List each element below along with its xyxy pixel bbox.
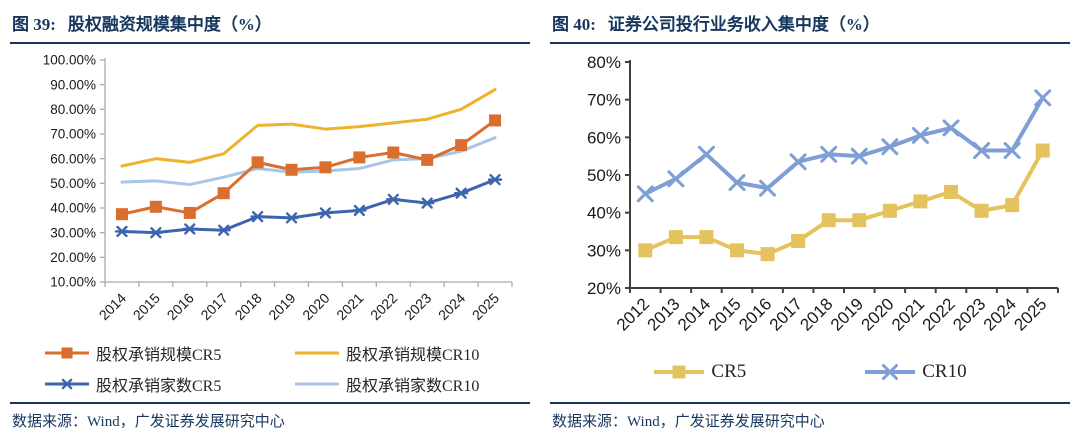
legend-item: 股权承销规模CR5 [44, 341, 294, 365]
svg-text:2014: 2014 [96, 290, 129, 323]
legend-swatch-none [295, 351, 339, 355]
svg-text:10.00%: 10.00% [50, 275, 96, 290]
legend-label: CR10 [922, 361, 967, 382]
svg-text:2024: 2024 [980, 294, 1020, 334]
figure-39-source: 数据来源：Wind，广发证券发展研究中心 [10, 402, 530, 439]
svg-text:100.00%: 100.00% [43, 53, 96, 68]
svg-text:50.00%: 50.00% [50, 176, 96, 191]
svg-text:30.00%: 30.00% [50, 225, 96, 240]
legend-item: 股权承销家数CR10 [294, 372, 544, 396]
svg-text:2013: 2013 [644, 294, 684, 334]
svg-text:2018: 2018 [796, 294, 836, 334]
svg-text:2015: 2015 [130, 290, 163, 323]
svg-text:2017: 2017 [197, 290, 230, 323]
legend-swatch-square [654, 365, 705, 379]
figure-40-legend: CR5 CR10 [550, 361, 1070, 383]
svg-text:2024: 2024 [435, 290, 468, 323]
legend-label: CR5 [711, 361, 747, 382]
svg-text:2022: 2022 [919, 294, 959, 334]
legend-item: 股权承销规模CR10 [294, 341, 544, 365]
figure-39-plot: 10.00% 20.00% 30.00% 40.00% 50.00% 60.00% 70.0… [43, 53, 513, 323]
svg-text:80%: 80% [587, 53, 621, 72]
svg-text:2015: 2015 [705, 294, 745, 334]
svg-text:2017: 2017 [766, 294, 806, 334]
svg-text:2014: 2014 [674, 294, 714, 334]
figure-40-source: 数据来源：Wind，广发证券发展研究中心 [550, 402, 1070, 439]
svg-text:2023: 2023 [949, 294, 989, 334]
svg-text:2025: 2025 [469, 290, 502, 323]
svg-text:60%: 60% [587, 128, 621, 147]
svg-text:2018: 2018 [231, 290, 264, 323]
legend-label: 股权承销规模CR5 [96, 347, 222, 364]
svg-text:40%: 40% [587, 204, 621, 223]
legend-swatch-asterisk [45, 378, 89, 390]
figure-40-plot: 20%30%40%50%60%70%80%2012201320142015201… [587, 53, 1059, 335]
figure-39-title-row: 图 39: 股权融资规模集中度（%） [10, 6, 530, 44]
svg-text:2025: 2025 [1010, 294, 1050, 334]
svg-text:2019: 2019 [265, 290, 298, 323]
legend-label: 股权承销家数CR5 [96, 378, 222, 395]
svg-text:40.00%: 40.00% [50, 201, 96, 216]
figure-40-title-row: 图 40: 证券公司投行业务收入集中度（%） [550, 6, 1070, 44]
svg-text:2016: 2016 [164, 290, 197, 323]
figure-40-number: 图 40: [552, 15, 596, 34]
svg-text:90.00%: 90.00% [50, 77, 96, 92]
svg-text:80.00%: 80.00% [50, 102, 96, 117]
figure-39-panel: 图 39: 股权融资规模集中度（%） 10.00% 20.00% 30.00% 40.… [10, 6, 530, 439]
svg-text:2016: 2016 [735, 294, 775, 334]
svg-text:20.00%: 20.00% [50, 250, 96, 265]
svg-text:2022: 2022 [367, 290, 400, 323]
svg-text:2023: 2023 [401, 290, 434, 323]
legend-swatch-square [45, 347, 89, 359]
figure-39-number: 图 39: [12, 15, 56, 34]
svg-text:20%: 20% [587, 279, 621, 298]
svg-text:70.00%: 70.00% [50, 127, 96, 142]
legend-item: 股权承销家数CR5 [44, 372, 294, 396]
svg-text:2020: 2020 [299, 290, 332, 323]
figure-39-legend: 股权承销规模CR5 股权承销规模CR10 股权承销家数CR5 股权承销家数CR10 [44, 341, 530, 396]
svg-text:2012: 2012 [613, 294, 653, 334]
svg-text:2021: 2021 [888, 294, 928, 334]
svg-text:2021: 2021 [333, 290, 366, 323]
figure-40-panel: 图 40: 证券公司投行业务收入集中度（%） 20% 30% 40% 50% 60% 70… [550, 6, 1070, 439]
ib-revenue-concentration-chart: 20% 30% 40% 50% 60% 70% 80% 2012 2013 2014 2015 201… [550, 46, 1070, 351]
equity-financing-concentration-chart: 10.00% 20.00% 30.00% 40.00% 50.00% 60.00% 70.0… [10, 46, 530, 339]
svg-text:70%: 70% [587, 91, 621, 110]
svg-text:50%: 50% [587, 166, 621, 185]
svg-text:2019: 2019 [827, 294, 867, 334]
legend-item: CR5 [653, 361, 746, 383]
svg-text:2020: 2020 [858, 294, 898, 334]
figure-40-title: 证券公司投行业务收入集中度（%） [607, 15, 880, 34]
legend-item: CR10 [864, 361, 967, 383]
legend-swatch-x [865, 364, 916, 380]
legend-label: 股权承销家数CR10 [346, 378, 480, 395]
figure-39-title: 股权融资规模集中度（%） [67, 15, 272, 34]
legend-swatch-none [295, 382, 339, 386]
legend-label: 股权承销规模CR10 [346, 347, 480, 364]
svg-text:30%: 30% [587, 241, 621, 260]
svg-text:60.00%: 60.00% [50, 151, 96, 166]
